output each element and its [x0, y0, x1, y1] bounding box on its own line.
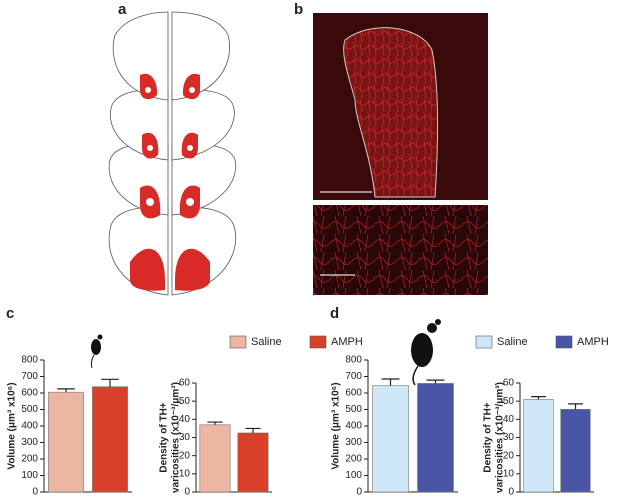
error-bar: [57, 388, 75, 393]
y-tick-label: 40: [179, 414, 191, 425]
mouse-icon: [90, 319, 441, 386]
error-bar: [207, 421, 223, 425]
y-tick-label: 30: [503, 432, 515, 443]
y-tick-label: 600: [21, 388, 38, 399]
panel-label: c: [6, 305, 14, 322]
y-axis-label: Density of TH+: [159, 402, 170, 472]
y-tick-label: 800: [21, 355, 38, 366]
bar: [92, 386, 128, 493]
y-tick-label: 10: [179, 468, 191, 479]
y-tick-label: 50: [503, 396, 515, 407]
legend-swatch: [555, 335, 573, 349]
y-tick-label: 400: [345, 421, 362, 432]
y-tick-label: 60: [179, 378, 191, 389]
y-tick-label: 100: [21, 470, 38, 481]
brain-sections: [108, 11, 237, 296]
panel-label: a: [118, 1, 127, 18]
y-tick-label: 200: [21, 454, 38, 465]
legend-label: AMPH: [331, 336, 363, 348]
y-axis-label: Volume (μm³ x10⁶): [7, 382, 18, 469]
error-bar: [426, 379, 445, 384]
y-tick-label: 60: [503, 378, 515, 389]
legend-swatch: [309, 335, 327, 349]
y-tick-label: 500: [345, 404, 362, 415]
bar: [523, 399, 554, 493]
y-tick-label: 30: [179, 432, 191, 443]
bar: [199, 424, 231, 493]
y-tick-label: 500: [21, 404, 38, 415]
y-tick-label: 300: [345, 437, 362, 448]
legend-swatch: [475, 335, 493, 349]
y-tick-label: 50: [179, 396, 191, 407]
y-tick-label: 400: [21, 421, 38, 432]
panel-label: b: [294, 1, 303, 18]
y-tick-label: 0: [356, 487, 362, 497]
bar: [560, 409, 591, 493]
y-axis-label: varicosities (x10⁻³/μm³): [171, 382, 182, 493]
bar: [48, 391, 84, 493]
legend-label: Saline: [251, 336, 282, 348]
error-bar: [531, 396, 546, 400]
panel-label: d: [330, 305, 339, 322]
y-tick-label: 100: [345, 470, 362, 481]
y-tick-label: 600: [345, 388, 362, 399]
y-tick-label: 700: [345, 371, 362, 382]
error-bar: [568, 403, 583, 410]
error-bar: [245, 427, 261, 433]
micrograph: [313, 13, 488, 295]
y-tick-label: 700: [21, 371, 38, 382]
y-tick-label: 0: [184, 487, 190, 497]
y-tick-label: 10: [503, 468, 515, 479]
bar: [417, 383, 454, 493]
y-tick-label: 20: [179, 450, 191, 461]
y-axis-label: varicosities (x10⁻³/μm³): [495, 382, 506, 493]
y-tick-label: 300: [21, 437, 38, 448]
bar: [237, 432, 269, 493]
error-bar: [101, 378, 119, 387]
y-tick-label: 40: [503, 414, 515, 425]
y-tick-label: 800: [345, 355, 362, 366]
legend-label: AMPH: [577, 336, 609, 348]
legend-swatch: [229, 335, 247, 349]
y-tick-label: 20: [503, 450, 515, 461]
y-tick-label: 0: [508, 487, 514, 497]
y-axis-label: Volume (μm³ x10⁶): [331, 382, 342, 469]
error-bar: [381, 378, 400, 386]
y-axis-label: Density of TH+: [483, 402, 494, 472]
legend-label: Saline: [497, 336, 528, 348]
bar: [372, 385, 409, 493]
y-tick-label: 0: [32, 487, 38, 497]
y-tick-label: 200: [345, 454, 362, 465]
